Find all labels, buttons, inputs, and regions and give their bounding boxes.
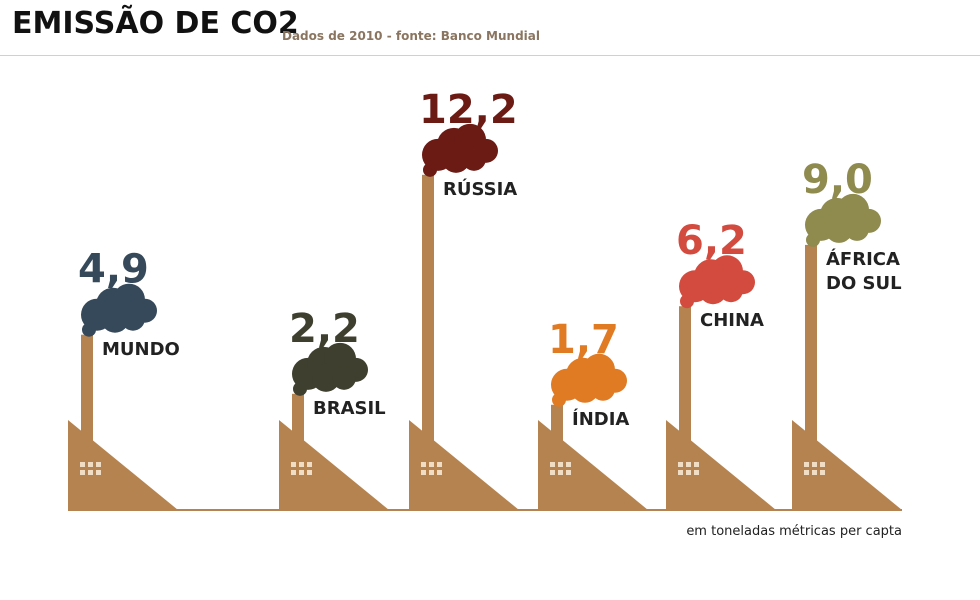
window	[550, 462, 555, 467]
window	[299, 462, 304, 467]
smoke-cloud	[462, 146, 486, 171]
category-label: RÚSSIA	[443, 178, 518, 200]
window	[307, 470, 312, 475]
window	[421, 470, 426, 475]
window	[820, 470, 825, 475]
category-label: CHINA	[700, 310, 764, 332]
chimney	[81, 334, 93, 442]
window	[421, 462, 426, 467]
window	[566, 470, 571, 475]
window	[291, 462, 296, 467]
category-label: ÍNDIA	[572, 408, 630, 430]
window	[96, 462, 101, 467]
smoke-cloud	[312, 363, 340, 392]
window	[429, 470, 434, 475]
factory	[666, 420, 776, 510]
unit-note: em toneladas métricas per capta	[686, 524, 902, 539]
smoke-cloud	[121, 306, 145, 331]
window	[812, 462, 817, 467]
window	[686, 462, 691, 467]
window	[96, 470, 101, 475]
value-label: 2,2	[289, 306, 360, 352]
smoke-cloud	[699, 276, 727, 305]
window	[299, 470, 304, 475]
window	[429, 462, 434, 467]
factory	[68, 420, 178, 510]
window	[804, 462, 809, 467]
chimney	[422, 174, 434, 442]
window	[804, 470, 809, 475]
window	[558, 470, 563, 475]
factory	[538, 420, 648, 510]
factory	[792, 420, 902, 510]
smoke-cloud	[845, 216, 869, 241]
window	[80, 470, 85, 475]
window	[678, 462, 683, 467]
value-label: 9,0	[802, 157, 873, 203]
value-label: 4,9	[78, 247, 149, 293]
chimney	[679, 306, 691, 442]
smoke-cloud	[332, 365, 356, 390]
window	[694, 462, 699, 467]
factory	[279, 420, 389, 510]
value-label: 1,7	[548, 317, 619, 363]
window	[88, 470, 93, 475]
category-label: ÁFRICA DO SUL	[826, 248, 902, 294]
window	[88, 462, 93, 467]
smoke-cloud	[825, 214, 853, 243]
window	[558, 462, 563, 467]
chimney	[805, 244, 817, 442]
smoke-cloud	[719, 278, 743, 303]
window	[812, 470, 817, 475]
smoke-cloud	[442, 144, 470, 173]
window	[686, 470, 691, 475]
value-label: 12,2	[419, 87, 518, 133]
factory	[409, 420, 519, 510]
window	[550, 470, 555, 475]
window	[307, 462, 312, 467]
window	[566, 462, 571, 467]
chimney	[551, 404, 563, 442]
window	[291, 470, 296, 475]
window	[80, 462, 85, 467]
window	[820, 462, 825, 467]
window	[437, 470, 442, 475]
chimney	[292, 393, 304, 442]
value-label: 6,2	[676, 218, 747, 264]
window	[694, 470, 699, 475]
window	[678, 470, 683, 475]
chart-title: EMISSÃO DE CO2	[12, 4, 299, 41]
chart-subtitle: Dados de 2010 - fonte: Banco Mundial	[282, 29, 540, 43]
window	[437, 462, 442, 467]
category-label: MUNDO	[102, 338, 180, 360]
smoke-cloud	[101, 304, 129, 333]
category-label: BRASIL	[313, 397, 386, 419]
smoke-cloud	[591, 376, 615, 401]
smoke-cloud	[571, 374, 599, 403]
